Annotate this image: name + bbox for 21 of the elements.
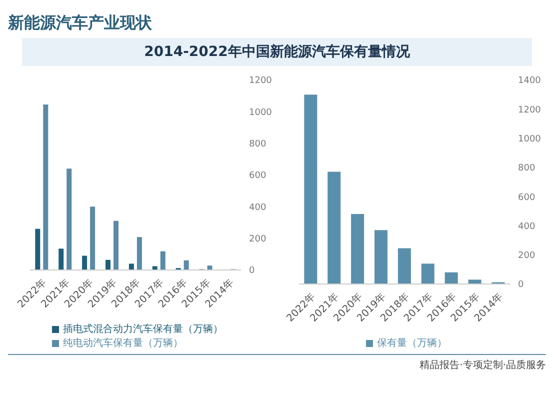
y-tick-label: 1200: [249, 76, 272, 86]
legend-label: 保有量（万辆）: [377, 338, 447, 349]
y-tick-label: 1200: [518, 105, 542, 116]
y-tick-label: 0: [518, 280, 524, 290]
text: 新能源汽车产业现状: [8, 12, 152, 34]
y-tick-label: 600: [518, 192, 536, 203]
y-tick-label: 600: [249, 171, 266, 182]
y-tick-label: 800: [249, 140, 266, 150]
legend-label: 插电式混合动力汽车保有量（万辆）: [63, 324, 223, 335]
y-tick-label: 1400: [518, 76, 542, 86]
y-tick-label: 200: [518, 251, 536, 262]
y-tick-label: 0: [249, 266, 255, 276]
legend-label: 纯电动汽车保有量（万辆）: [63, 338, 183, 349]
y-tick-label: 400: [249, 202, 266, 213]
text: 2014-2022年中国新能源汽车保有量情况: [22, 38, 532, 66]
y-tick-label: 1000: [518, 134, 542, 144]
text: 精品报告·专项定制·品质服务: [420, 360, 546, 371]
y-tick-label: 1000: [249, 108, 272, 118]
y-tick-label: 800: [518, 164, 536, 174]
y-tick-label: 200: [249, 234, 266, 245]
y-tick-label: 400: [518, 222, 536, 232]
